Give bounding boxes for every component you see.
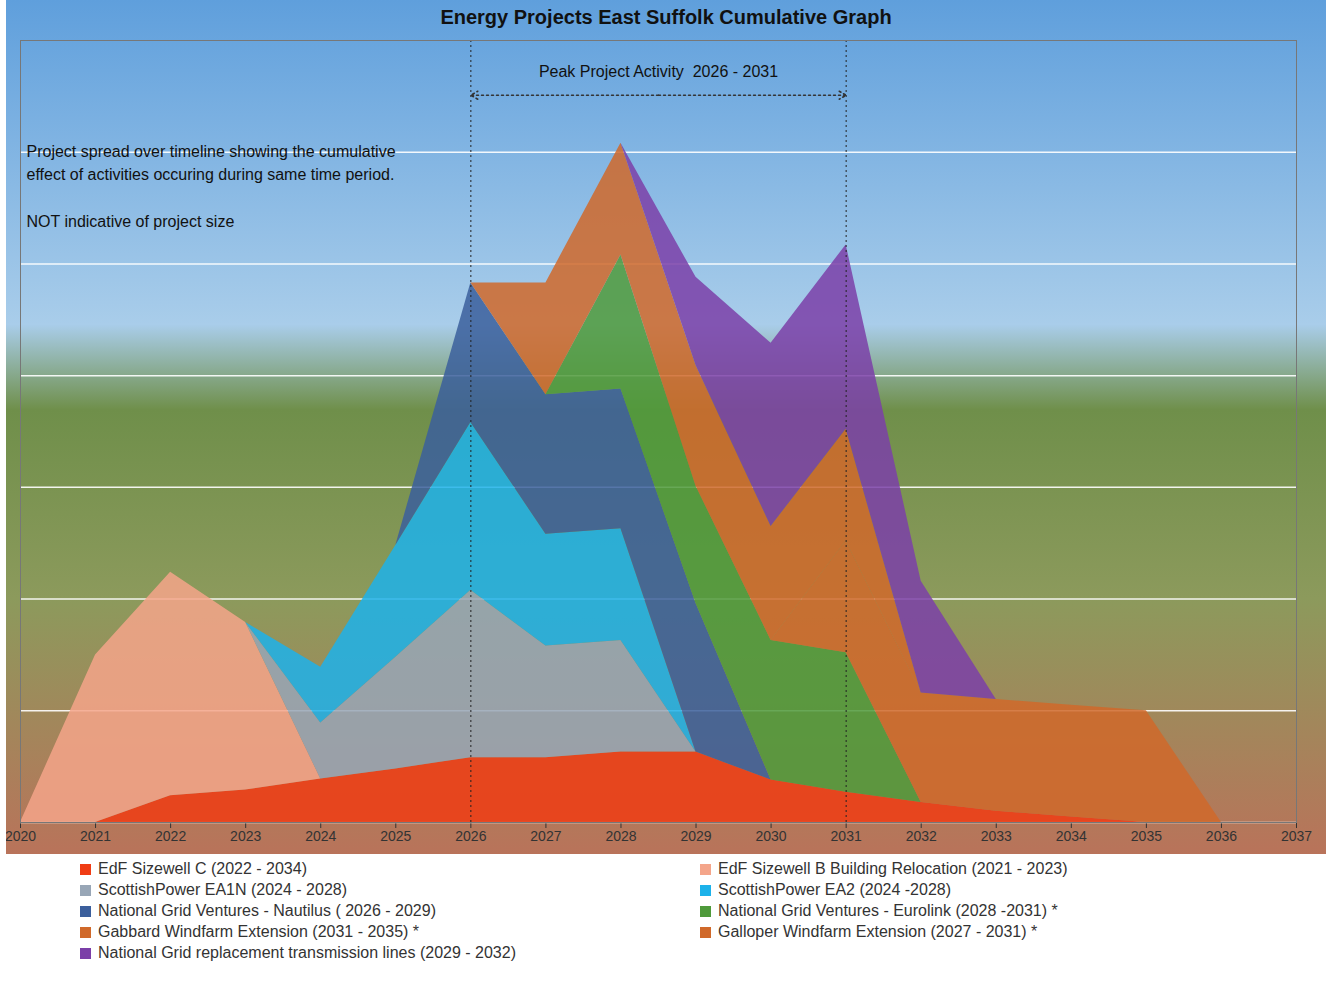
svg-text:2035: 2035 bbox=[1131, 828, 1162, 844]
svg-text:2020: 2020 bbox=[6, 828, 36, 844]
html-text:National Grid replacement tran: National Grid replacement transmission l… bbox=[98, 944, 516, 961]
svg-text:2026: 2026 bbox=[455, 828, 486, 844]
html-text:Gabbard Windfarm Extension (20: Gabbard Windfarm Extension (2031 - 2035)… bbox=[98, 923, 420, 940]
svg-text:2029: 2029 bbox=[680, 828, 711, 844]
svg-text:2022: 2022 bbox=[155, 828, 186, 844]
svg-text:2021: 2021 bbox=[80, 828, 111, 844]
svg-text:2036: 2036 bbox=[1206, 828, 1237, 844]
svg-text:2024: 2024 bbox=[305, 828, 336, 844]
html-text:National Grid Ventures - Nauti: National Grid Ventures - Nautilus ( 2026… bbox=[98, 902, 436, 919]
svg-text:2031: 2031 bbox=[831, 828, 862, 844]
html-text:Energy Projects East Suffolk C: Energy Projects East Suffolk Cumulative … bbox=[440, 6, 892, 28]
svg-text:2037: 2037 bbox=[1281, 828, 1312, 844]
html-text:EdF Sizewell C (2022 - 2034): EdF Sizewell C (2022 - 2034) bbox=[98, 860, 307, 877]
html-text:National Grid Ventures - Eurol: National Grid Ventures - Eurolink (2028 … bbox=[718, 902, 1058, 919]
svg-text:Peak Project Activity 2026 -: Peak Project Activity 2026 - 2031 bbox=[539, 63, 778, 80]
svg-text:NOT indicative of project size: NOT indicative of project size bbox=[27, 213, 235, 230]
svg-text:2025: 2025 bbox=[380, 828, 411, 844]
svg-text:2023: 2023 bbox=[230, 828, 261, 844]
html-text:ScottishPower EA1N (2024 - 202: ScottishPower EA1N (2024 - 2028) bbox=[98, 881, 347, 898]
html-text:EdF Sizewell B Building Reloca: EdF Sizewell B Building Relocation (2021… bbox=[718, 860, 1068, 877]
svg-text:2028: 2028 bbox=[605, 828, 636, 844]
svg-text:2032: 2032 bbox=[906, 828, 937, 844]
html-text:Galloper Windfarm Extension (2: Galloper Windfarm Extension (2027 - 2031… bbox=[718, 923, 1038, 940]
svg-text:Project spread over timeline s: Project spread over timeline showing the… bbox=[27, 143, 396, 183]
svg-text:2027: 2027 bbox=[530, 828, 561, 844]
svg-text:2030: 2030 bbox=[756, 828, 787, 844]
svg-text:2034: 2034 bbox=[1056, 828, 1087, 844]
html-text:ScottishPower EA2 (2024 -2028): ScottishPower EA2 (2024 -2028) bbox=[718, 881, 951, 898]
svg-text:2033: 2033 bbox=[981, 828, 1012, 844]
